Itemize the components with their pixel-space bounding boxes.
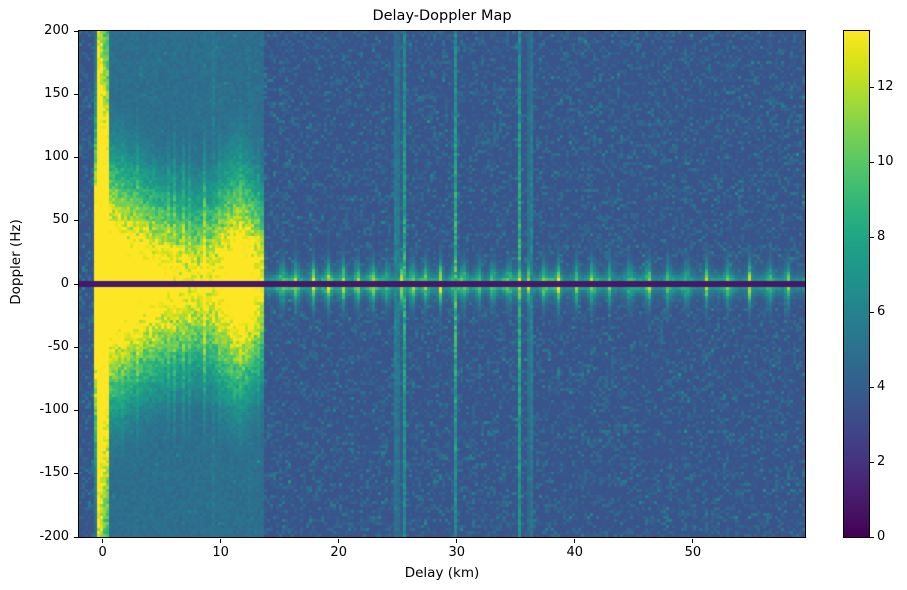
y-tick-mark [74,220,78,222]
x-tick-label: 30 [448,545,466,560]
colorbar-tick-mark [870,311,874,313]
colorbar-tick-mark [870,236,874,238]
delay-doppler-heatmap [79,31,805,537]
page-title: Delay-Doppler Map [372,8,512,24]
heatmap-axes [78,30,806,538]
y-tick-mark [74,283,78,285]
colorbar-tick-label: 12 [877,78,894,94]
colorbar-tick-label: 2 [877,453,886,469]
x-tick-mark [692,539,694,543]
colorbar-tick-label: 8 [877,228,886,244]
y-tick-mark [74,157,78,158]
x-tick-label: 40 [566,545,584,560]
y-tick-label: 150 [44,85,69,101]
y-tick-mark [74,473,78,475]
colorbar-tick-mark [870,461,874,463]
colorbar-tick-mark [870,536,874,538]
y-tick-label: 50 [52,212,69,228]
y-tick-mark [74,93,78,95]
y-tick-mark [74,536,78,538]
x-axis-label: Delay (km) [404,565,480,581]
x-tick-label: 0 [98,545,107,560]
x-tick-mark [102,539,104,543]
y-tick-label: -100 [39,402,69,417]
x-tick-mark [456,539,458,543]
y-tick-mark [74,346,78,348]
x-tick-label: 10 [212,545,229,560]
y-tick-label: 100 [44,149,69,164]
y-tick-label: -50 [47,338,69,354]
colorbar-tick-mark [870,161,874,163]
x-tick-mark [338,539,340,543]
colorbar [843,30,870,538]
colorbar-gradient [844,31,869,537]
x-tick-mark [220,539,222,543]
y-tick-mark [74,410,78,411]
y-tick-label: -150 [39,465,69,481]
colorbar-tick-label: 0 [877,528,886,544]
x-tick-label: 20 [330,545,347,560]
y-tick-label: 0 [60,275,69,291]
colorbar-tick-mark [870,86,874,88]
y-tick-label: 200 [44,22,69,38]
colorbar-tick-label: 10 [877,153,894,169]
y-tick-label: -200 [39,528,69,544]
x-tick-label: 50 [684,545,702,560]
colorbar-tick-label: 4 [877,378,886,394]
colorbar-tick-label: 6 [877,303,886,319]
y-tick-mark [74,30,78,32]
x-tick-mark [574,539,576,543]
colorbar-tick-mark [870,386,874,388]
